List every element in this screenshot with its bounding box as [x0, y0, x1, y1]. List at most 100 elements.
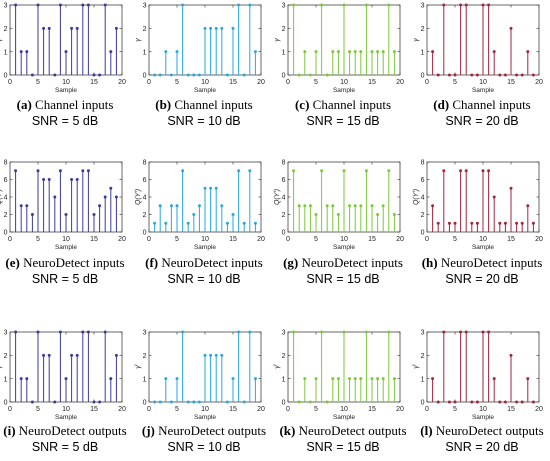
stem-marker — [181, 169, 185, 173]
stem-marker — [197, 400, 201, 404]
x-tick-label: 5 — [453, 406, 457, 413]
stem-marker — [381, 50, 385, 54]
x-tick-label: 10 — [340, 79, 348, 86]
caption-snr: SNR = 5 dB — [31, 272, 99, 286]
caption-label: (a) — [16, 97, 32, 112]
caption-j: (j) NeuroDetect outputs SNR = 10 dB — [138, 423, 270, 455]
stem-chart-i: 0 1 2 3 0 5 10 15 20 Sample γ̂ — [0, 330, 126, 421]
y-tick-label: 3 — [4, 3, 8, 10]
stem-marker — [353, 50, 357, 54]
stem-marker — [464, 330, 468, 334]
stem-marker — [297, 204, 301, 208]
caption-i: (i) NeuroDetect outputs SNR = 5 dB — [0, 423, 131, 455]
x-tick-label: 0 — [147, 406, 151, 413]
stem-marker — [481, 330, 485, 334]
x-tick-label: 20 — [396, 406, 404, 413]
stem-marker — [470, 221, 474, 225]
stem-marker — [237, 169, 241, 173]
stem-marker — [209, 186, 213, 190]
x-tick-label: 15 — [507, 79, 515, 86]
y-axis-label: γ̂ — [274, 363, 281, 369]
stem-marker — [36, 169, 40, 173]
x-tick-label: 0 — [425, 236, 429, 243]
y-axis-label: γ̂ — [135, 363, 142, 369]
y-axis-label: γ̂ — [0, 363, 3, 369]
stem-chart-c: 0 1 2 3 0 5 10 15 20 Sample γ — [274, 3, 404, 94]
stem-marker — [164, 221, 168, 225]
stem-marker — [169, 204, 173, 208]
x-axis-label: Sample — [472, 414, 494, 421]
y-tick-label: 1 — [143, 49, 147, 56]
caption-label: (j) — [141, 423, 155, 438]
stem-marker — [303, 377, 307, 381]
stem-marker — [387, 3, 391, 7]
stem-marker — [86, 330, 90, 334]
stem-marker — [114, 353, 118, 357]
caption-g: (g) NeuroDetect inputs SNR = 15 dB — [277, 255, 409, 287]
stem-marker — [192, 213, 196, 216]
stem-chart-j: 0 1 2 3 0 5 10 15 20 Sample γ̂ — [135, 330, 265, 421]
caption-snr: SNR = 15 dB — [306, 114, 380, 128]
stem-marker — [192, 400, 196, 404]
stem-marker — [70, 26, 74, 30]
stem-marker — [175, 204, 179, 208]
caption-title: NeuroDetect inputs — [301, 255, 403, 270]
stem-marker — [203, 26, 207, 30]
stem-marker — [470, 400, 474, 404]
stem-marker — [325, 400, 329, 404]
stem-marker — [53, 400, 57, 404]
caption-d: (d) Channel inputs SNR = 20 dB — [416, 97, 548, 129]
stem-marker — [515, 221, 519, 225]
stem-marker — [453, 73, 457, 77]
y-tick-label: 1 — [421, 49, 425, 56]
stem-marker — [248, 3, 252, 7]
stem-marker — [98, 204, 102, 208]
x-tick-label: 15 — [507, 406, 515, 413]
y-tick-label: 8 — [4, 160, 8, 167]
x-tick-label: 15 — [229, 79, 237, 86]
y-tick-label: 8 — [421, 160, 425, 167]
stem-marker — [81, 3, 85, 7]
stem-marker — [331, 50, 335, 54]
stem-marker — [248, 330, 252, 334]
stem-marker — [531, 221, 535, 225]
caption-snr: SNR = 5 dB — [31, 114, 99, 128]
stem-marker — [431, 50, 435, 54]
stem-marker — [103, 195, 107, 199]
stem-marker — [331, 377, 335, 381]
y-tick-label: 3 — [143, 3, 147, 10]
y-tick-label: 2 — [143, 353, 147, 360]
stem-marker — [325, 73, 329, 77]
caption-snr: SNR = 20 dB — [445, 114, 519, 128]
x-tick-label: 15 — [368, 406, 376, 413]
y-tick-label: 3 — [421, 3, 425, 10]
stem-marker — [442, 330, 446, 334]
stem-marker — [75, 353, 79, 357]
y-axis-label: Q(Y′) — [274, 189, 281, 205]
stem-marker — [436, 400, 440, 404]
stem-marker — [220, 353, 224, 357]
stem-marker — [214, 26, 218, 30]
caption-e: (e) NeuroDetect inputs SNR = 5 dB — [0, 255, 131, 287]
x-axis-label: Sample — [333, 87, 355, 94]
caption-snr: SNR = 10 dB — [167, 272, 241, 286]
caption-snr: SNR = 10 dB — [167, 440, 241, 454]
x-tick-label: 5 — [314, 406, 318, 413]
caption-title: Channel inputs — [35, 97, 114, 112]
x-tick-label: 5 — [175, 236, 179, 243]
y-tick-label: 2 — [143, 26, 147, 33]
stem-marker — [359, 377, 363, 381]
stem-marker — [42, 178, 46, 181]
stem-marker — [447, 400, 451, 404]
x-axis-label: Sample — [55, 87, 77, 94]
stem-chart-g: 0 2 4 6 8 0 5 10 15 20 Sample Q(Y′) — [274, 160, 404, 251]
stem-marker — [392, 377, 396, 381]
y-axis-label: γ — [135, 38, 142, 42]
y-tick-label: 1 — [421, 376, 425, 383]
x-axis-label: Sample — [55, 244, 77, 251]
stem-marker — [297, 400, 301, 404]
stem-marker — [81, 169, 85, 173]
y-axis-label: Q(Y′) — [135, 189, 142, 205]
x-axis-label: Sample — [55, 414, 77, 421]
stem-marker — [14, 330, 18, 334]
